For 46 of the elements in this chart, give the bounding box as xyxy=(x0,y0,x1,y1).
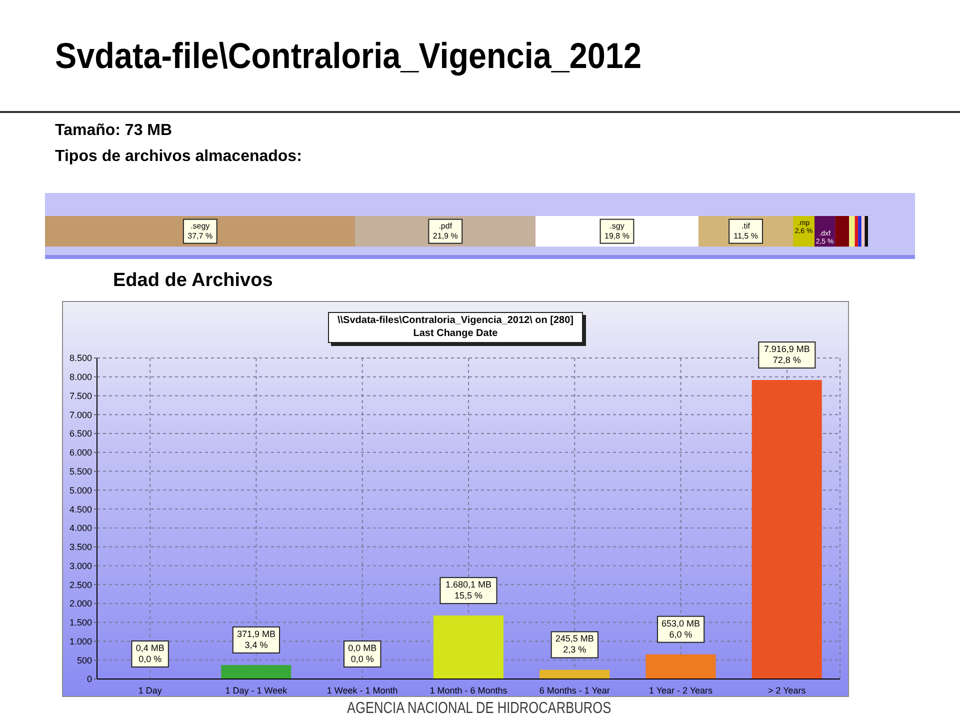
x-tick-label: > 2 Years xyxy=(768,685,806,696)
y-tick-label: 3.500 xyxy=(69,542,92,552)
y-tick-label: 3.000 xyxy=(69,560,92,571)
data-label: 7.916,9 MB 72,8 % xyxy=(764,344,810,366)
series-label: .sgy xyxy=(610,221,624,230)
data-label: 1.680,1 MB 15,5 % xyxy=(445,580,492,601)
data-label: 11,5 % xyxy=(734,231,758,240)
y-tick-label: 5.500 xyxy=(69,466,92,476)
series-label: .tif xyxy=(742,221,751,230)
x-tick-label: 1 Day - 1 Week xyxy=(225,685,288,696)
x-tick-label: 1 Week - 1 Month xyxy=(326,685,398,696)
y-tick-label: 1.500 xyxy=(69,618,92,628)
data-label: 37,7 % xyxy=(188,231,213,240)
y-tick-label: 7.500 xyxy=(69,390,92,401)
data-label: 371,9 MB 3,4 % xyxy=(236,628,276,650)
y-tick-label: 4.500 xyxy=(69,504,92,514)
chart-title: Edad de Archivos xyxy=(113,270,273,292)
y-tick-label: 8.500 xyxy=(69,353,92,364)
data-label: 21,9 % xyxy=(432,231,458,240)
y-tick-label: 4.000 xyxy=(69,523,92,534)
y-tick-label: 6.500 xyxy=(69,428,92,439)
x-tick-label: 1 Month - 6 Months xyxy=(430,685,508,696)
y-tick-label: 2.500 xyxy=(69,580,92,590)
data-label: 19,8 % xyxy=(604,231,630,240)
data-label: 0,4 MB 0,0 % xyxy=(136,642,164,664)
y-tick-label: 2.000 xyxy=(69,598,92,609)
chart-subtitle: \\Svdata-files\Contraloria_Vigencia_2012\ on [280] Last Change Date xyxy=(337,315,574,340)
series-label: .pdf xyxy=(438,221,453,230)
x-tick-label: 6 Months - 1 Year xyxy=(539,685,610,696)
series-label: .segy xyxy=(190,221,210,230)
data-label: 245,5 MB 2,3 % xyxy=(555,634,594,655)
data-label: 653,0 MB 6,0 % xyxy=(662,618,700,640)
y-tick-label: 1.000 xyxy=(69,636,92,646)
x-tick-label: 1 Day xyxy=(138,685,162,696)
y-tick-label: 0 xyxy=(86,674,92,684)
chart-title: Svdata-file\Contraloria_Vigencia_2012 xyxy=(55,35,642,76)
x-tick-label: 1 Year - 2 Years xyxy=(649,685,714,696)
y-tick-label: 5.000 xyxy=(69,485,92,496)
y-tick-label: 7.000 xyxy=(69,410,92,420)
data-label: 0,0 MB 0,0 % xyxy=(348,643,377,664)
text: Tipos de archivos almacenados: xyxy=(55,147,302,166)
y-tick-label: 6.000 xyxy=(69,448,92,458)
y-tick-label: 8.000 xyxy=(69,372,92,382)
chart-subtitle: Tamaño: 73 MB xyxy=(55,121,172,140)
text: AGENCIA NACIONAL DE HIDROCARBUROS xyxy=(347,699,612,718)
y-tick-label: 500 xyxy=(76,655,92,666)
